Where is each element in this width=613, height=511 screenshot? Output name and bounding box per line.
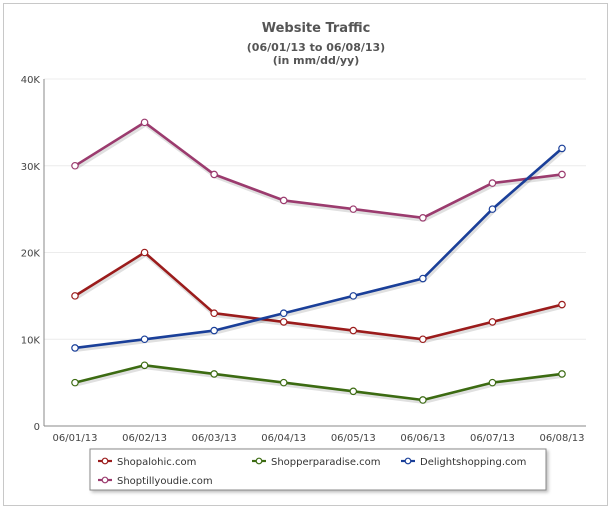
y-tick-labels: 0 10K 20K 30K 40K [21,75,41,433]
series-line-shadow [75,365,564,405]
data-point[interactable] [210,326,218,335]
series-line [74,121,563,220]
y-tick-label: 20K [21,249,41,260]
legend-marker [404,457,412,465]
chart-subtitle-line-2: (in mm/dd/yy) [273,54,360,67]
series-line [74,147,563,350]
y-tick-label: 30K [21,162,41,173]
series-points [71,118,566,404]
data-point[interactable] [71,378,79,387]
data-point[interactable] [279,309,288,318]
data-point[interactable] [71,161,79,170]
data-point[interactable] [210,370,218,378]
legend-marker [101,457,109,465]
data-point[interactable] [488,318,497,326]
y-tick-label: 10K [21,335,41,346]
axes [43,79,586,427]
x-tick-label: 06/06/13 [400,433,445,444]
chart-frame [3,3,608,506]
data-point[interactable] [419,214,427,222]
data-point[interactable] [488,205,497,213]
data-point[interactable] [488,179,497,187]
chart-subtitle-line-1: (06/01/13 to 06/08/13) [247,41,385,54]
legend-item[interactable]: Shopperparadise.com [252,457,381,468]
x-tick-labels: 06/01/13 06/02/13 06/03/13 06/04/13 06/05/13… [53,433,585,444]
x-tick-label: 06/02/13 [122,433,167,444]
legend-item[interactable]: Shoptillyoudie.com [98,476,213,487]
x-tick-label: 06/08/13 [540,433,585,444]
series-lines [74,121,565,405]
y-tick-label: 0 [34,422,40,433]
x-tick-label: 06/01/13 [53,433,98,444]
data-point[interactable] [558,170,566,179]
data-point[interactable] [419,274,427,283]
x-tick-label: 06/04/13 [261,433,306,444]
data-point[interactable] [558,144,566,153]
series-line [74,251,563,341]
data-point[interactable] [279,378,288,387]
data-point[interactable] [279,196,288,205]
x-tick-label: 06/07/13 [470,433,515,444]
legend-item[interactable]: Shopalohic.com [98,457,196,468]
data-point[interactable] [210,170,218,179]
series-line [74,364,563,402]
legend-box [89,448,547,491]
data-point[interactable] [140,335,149,344]
legend-item[interactable]: Delightshopping.com [401,457,526,468]
grid-lines [44,78,586,340]
x-tick-label: 06/03/13 [192,433,237,444]
legend-label: Shopperparadise.com [271,457,381,468]
data-point[interactable] [210,309,218,318]
data-point[interactable] [71,344,79,352]
data-point[interactable] [488,378,497,387]
legend-label: Shopalohic.com [117,457,196,468]
data-point[interactable] [558,370,566,378]
data-point[interactable] [558,300,566,309]
series-line-shadow [75,148,565,352]
data-point[interactable] [140,361,149,370]
data-point[interactable] [419,396,427,404]
series-line-shadow [74,252,564,344]
data-point[interactable] [279,318,288,326]
chart-title: Website Traffic [262,21,371,36]
data-point[interactable] [140,118,149,127]
y-tick-label: 40K [21,75,41,86]
x-tick-label: 06/05/13 [331,433,376,444]
data-point[interactable] [349,205,358,213]
legend: Shopalohic.com Shopperparadise.com Delight… [89,448,547,491]
legend-marker [255,457,263,465]
data-point[interactable] [349,292,358,300]
legend-marker [101,476,109,484]
data-point[interactable] [71,292,79,300]
legend-label: Delightshopping.com [420,457,526,468]
legend-label: Shoptillyoudie.com [117,476,213,487]
data-point[interactable] [349,387,358,396]
data-point[interactable] [349,326,358,335]
data-point[interactable] [140,248,149,257]
data-point[interactable] [419,335,427,344]
